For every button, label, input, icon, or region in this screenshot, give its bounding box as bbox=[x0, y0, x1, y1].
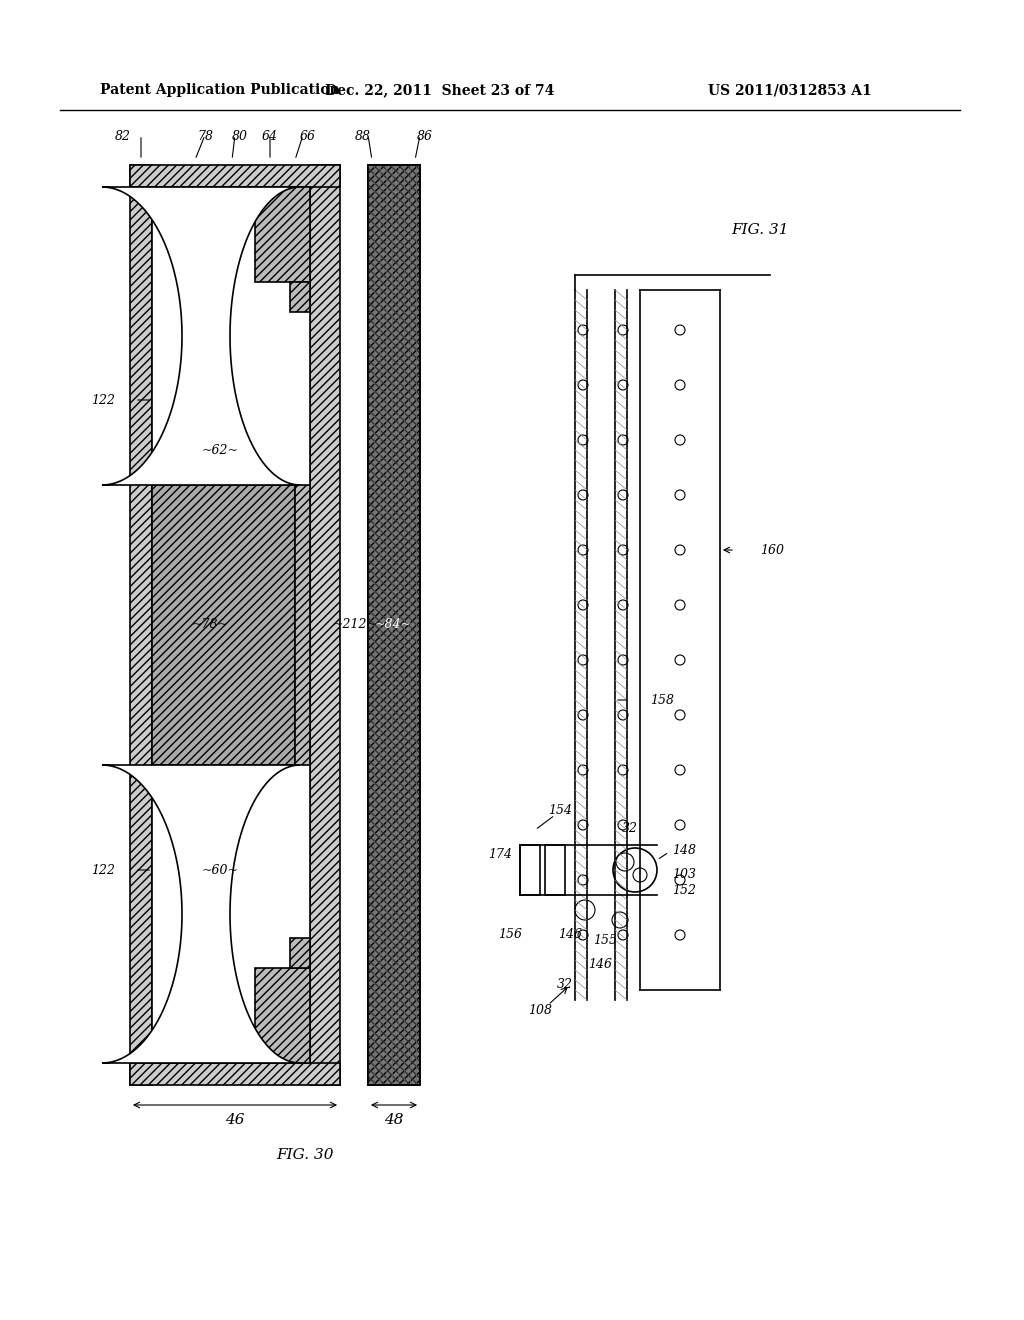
Text: 148: 148 bbox=[672, 843, 696, 857]
Circle shape bbox=[578, 436, 588, 445]
Circle shape bbox=[675, 380, 685, 389]
Polygon shape bbox=[102, 187, 300, 484]
Circle shape bbox=[618, 545, 628, 554]
Text: 152: 152 bbox=[672, 883, 696, 896]
Text: 155: 155 bbox=[593, 933, 617, 946]
Circle shape bbox=[618, 766, 628, 775]
Circle shape bbox=[633, 869, 647, 882]
Text: 122: 122 bbox=[91, 863, 115, 876]
Text: 108: 108 bbox=[528, 1003, 552, 1016]
Circle shape bbox=[675, 766, 685, 775]
Circle shape bbox=[578, 931, 588, 940]
Text: 46: 46 bbox=[225, 1113, 245, 1127]
Text: 78: 78 bbox=[197, 129, 213, 143]
Polygon shape bbox=[255, 968, 310, 1063]
Text: ~84~: ~84~ bbox=[375, 619, 412, 631]
Circle shape bbox=[613, 847, 657, 892]
Circle shape bbox=[675, 655, 685, 665]
Polygon shape bbox=[290, 939, 310, 968]
Text: ~78~: ~78~ bbox=[191, 619, 228, 631]
Text: 146: 146 bbox=[588, 958, 612, 972]
Circle shape bbox=[618, 931, 628, 940]
Text: US 2011/0312853 A1: US 2011/0312853 A1 bbox=[709, 83, 871, 96]
Circle shape bbox=[675, 490, 685, 500]
Text: 48: 48 bbox=[384, 1113, 403, 1127]
Polygon shape bbox=[152, 484, 295, 766]
Text: 82: 82 bbox=[115, 129, 131, 143]
Circle shape bbox=[575, 900, 595, 920]
Polygon shape bbox=[130, 1063, 340, 1085]
Circle shape bbox=[675, 436, 685, 445]
Circle shape bbox=[578, 766, 588, 775]
Text: 158: 158 bbox=[650, 693, 674, 706]
Text: 64: 64 bbox=[262, 129, 278, 143]
Circle shape bbox=[675, 931, 685, 940]
Polygon shape bbox=[152, 187, 310, 1063]
Text: 88: 88 bbox=[355, 129, 371, 143]
Text: 146: 146 bbox=[558, 928, 582, 941]
Circle shape bbox=[618, 820, 628, 830]
Circle shape bbox=[578, 875, 588, 884]
Circle shape bbox=[578, 380, 588, 389]
Circle shape bbox=[618, 875, 628, 884]
Text: FIG. 30: FIG. 30 bbox=[276, 1148, 334, 1162]
Circle shape bbox=[618, 710, 628, 719]
Polygon shape bbox=[295, 484, 310, 766]
Circle shape bbox=[675, 325, 685, 335]
Text: 103: 103 bbox=[672, 869, 696, 882]
Circle shape bbox=[612, 912, 628, 928]
Text: 32: 32 bbox=[622, 821, 638, 834]
Circle shape bbox=[578, 325, 588, 335]
Circle shape bbox=[618, 436, 628, 445]
Text: 66: 66 bbox=[300, 129, 316, 143]
Circle shape bbox=[616, 853, 634, 871]
Polygon shape bbox=[368, 165, 420, 1085]
Polygon shape bbox=[545, 845, 565, 895]
Text: 174: 174 bbox=[488, 849, 512, 862]
Polygon shape bbox=[520, 845, 540, 895]
Text: 122: 122 bbox=[91, 393, 115, 407]
Polygon shape bbox=[130, 165, 152, 1085]
Circle shape bbox=[675, 875, 685, 884]
Circle shape bbox=[578, 710, 588, 719]
Circle shape bbox=[618, 490, 628, 500]
Circle shape bbox=[618, 601, 628, 610]
Circle shape bbox=[578, 601, 588, 610]
Polygon shape bbox=[368, 165, 376, 1085]
Circle shape bbox=[578, 490, 588, 500]
Polygon shape bbox=[310, 165, 340, 1085]
Text: 160: 160 bbox=[760, 544, 784, 557]
Circle shape bbox=[618, 380, 628, 389]
Circle shape bbox=[618, 325, 628, 335]
Circle shape bbox=[675, 545, 685, 554]
Text: Patent Application Publication: Patent Application Publication bbox=[100, 83, 340, 96]
Circle shape bbox=[578, 545, 588, 554]
Text: 156: 156 bbox=[498, 928, 522, 941]
Text: ~62~: ~62~ bbox=[202, 444, 239, 457]
Text: 32: 32 bbox=[557, 978, 573, 991]
Polygon shape bbox=[102, 766, 300, 1063]
Text: 80: 80 bbox=[232, 129, 248, 143]
Circle shape bbox=[675, 820, 685, 830]
Polygon shape bbox=[130, 165, 340, 187]
Polygon shape bbox=[290, 282, 310, 312]
Circle shape bbox=[578, 655, 588, 665]
Text: ~212~: ~212~ bbox=[333, 619, 378, 631]
Polygon shape bbox=[255, 187, 310, 282]
Text: Dec. 22, 2011  Sheet 23 of 74: Dec. 22, 2011 Sheet 23 of 74 bbox=[326, 83, 555, 96]
Text: ~60~: ~60~ bbox=[202, 863, 239, 876]
Circle shape bbox=[675, 710, 685, 719]
Circle shape bbox=[578, 820, 588, 830]
Text: 86: 86 bbox=[417, 129, 433, 143]
Circle shape bbox=[618, 655, 628, 665]
Circle shape bbox=[675, 601, 685, 610]
Text: FIG. 31: FIG. 31 bbox=[731, 223, 788, 238]
Text: 154: 154 bbox=[548, 804, 572, 817]
